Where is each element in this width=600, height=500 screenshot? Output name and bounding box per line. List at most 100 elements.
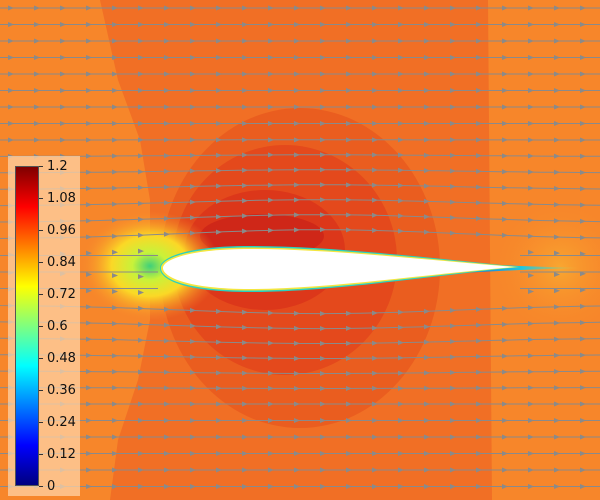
streamline-arrow bbox=[346, 152, 352, 158]
streamline-arrow bbox=[34, 88, 40, 93]
stagnation-region bbox=[80, 211, 220, 321]
streamline-arrow bbox=[8, 137, 14, 143]
streamline-arrow bbox=[86, 185, 92, 191]
streamline-arrow bbox=[424, 137, 430, 143]
streamline-arrow bbox=[398, 121, 404, 126]
streamline-arrow bbox=[476, 22, 482, 27]
streamline-arrow bbox=[190, 121, 196, 126]
streamline-arrow bbox=[112, 353, 118, 359]
streamline-arrow bbox=[86, 484, 92, 489]
streamline-arrow bbox=[502, 55, 508, 60]
streamline-arrow bbox=[86, 434, 92, 440]
streamline-arrow bbox=[86, 418, 92, 423]
streamline-arrow bbox=[138, 305, 144, 311]
streamline-arrow bbox=[346, 434, 352, 440]
streamline-arrow bbox=[294, 55, 300, 60]
streamline-arrow bbox=[398, 55, 404, 60]
streamline-arrow bbox=[346, 182, 352, 188]
streamline-arrow bbox=[242, 355, 248, 361]
streamline-arrow bbox=[242, 467, 248, 473]
streamline-arrow bbox=[554, 104, 560, 110]
streamline-arrow bbox=[450, 323, 456, 329]
streamline-arrow bbox=[476, 434, 482, 440]
streamline-arrow bbox=[60, 88, 66, 93]
streamline-arrow bbox=[398, 137, 404, 143]
streamline-arrow bbox=[476, 104, 482, 110]
streamline-arrow bbox=[242, 167, 248, 173]
streamline-arrow bbox=[268, 38, 274, 44]
streamline-arrow bbox=[86, 169, 92, 175]
streamline-arrow bbox=[346, 104, 352, 110]
streamline-arrow bbox=[502, 385, 508, 391]
streamline-arrow bbox=[346, 451, 352, 456]
streamline-arrow bbox=[294, 355, 300, 361]
colorbar-tick bbox=[39, 326, 43, 327]
streamline-arrow bbox=[268, 340, 274, 346]
streamline-arrow bbox=[476, 137, 482, 143]
streamline-arrow bbox=[372, 484, 378, 489]
colorbar-label: 0.48 bbox=[47, 351, 76, 366]
streamline-arrow bbox=[424, 467, 430, 473]
streamline-arrow bbox=[164, 484, 170, 489]
colorbar-label: 0.84 bbox=[47, 255, 76, 270]
streamline-arrow bbox=[294, 121, 300, 126]
streamline-arrow bbox=[528, 289, 534, 295]
streamline-arrow bbox=[294, 137, 300, 143]
colorbar-label: 1.08 bbox=[47, 191, 76, 206]
streamline-arrow bbox=[476, 484, 482, 489]
streamline-arrow bbox=[320, 418, 326, 423]
streamline-arrow bbox=[580, 186, 586, 192]
streamline-arrow bbox=[138, 71, 144, 77]
streamline-arrow bbox=[580, 38, 586, 44]
streamline-arrow bbox=[528, 369, 534, 375]
streamline-arrow bbox=[190, 467, 196, 473]
streamline-arrow bbox=[424, 22, 430, 27]
streamline-arrow bbox=[112, 434, 118, 440]
streamline-arrow bbox=[424, 339, 430, 345]
streamline-arrow bbox=[554, 304, 560, 310]
streamline-arrow bbox=[216, 198, 222, 204]
streamline-arrow bbox=[268, 401, 274, 407]
streamline-arrow bbox=[320, 104, 326, 110]
streamline-arrow bbox=[320, 311, 326, 317]
streamline-arrow bbox=[190, 199, 196, 205]
streamline-arrow bbox=[216, 308, 222, 314]
streamline-arrow bbox=[190, 385, 196, 391]
streamline-arrow bbox=[138, 88, 144, 93]
streamline-arrow bbox=[216, 370, 222, 376]
streamline-arrow bbox=[424, 451, 430, 456]
streamline-arrow bbox=[86, 369, 92, 375]
streamline-arrow bbox=[112, 289, 118, 295]
streamline-arrow bbox=[268, 418, 274, 423]
streamline-arrow bbox=[242, 55, 248, 60]
streamline-arrow bbox=[268, 137, 274, 143]
streamline-arrow bbox=[476, 200, 482, 206]
streamline-arrow bbox=[372, 197, 378, 203]
streamline-arrow bbox=[528, 434, 534, 440]
streamline-arrow bbox=[216, 385, 222, 391]
streamline-arrow bbox=[190, 55, 196, 60]
streamline-arrow bbox=[398, 5, 404, 11]
streamline-arrow bbox=[398, 104, 404, 110]
streamline-arrow bbox=[112, 22, 118, 27]
streamline-arrow bbox=[8, 38, 14, 44]
streamline-arrow bbox=[216, 401, 222, 407]
streamline-arrow bbox=[112, 104, 118, 110]
streamline-arrow bbox=[398, 401, 404, 407]
streamline-arrow bbox=[112, 337, 118, 343]
streamline-arrow bbox=[60, 71, 66, 77]
streamline-arrow bbox=[320, 341, 326, 347]
streamline-arrow bbox=[528, 401, 534, 407]
streamline-arrow bbox=[242, 418, 248, 423]
streamline-arrow bbox=[450, 184, 456, 190]
streamline-arrow bbox=[164, 338, 170, 344]
streamline-arrow bbox=[60, 5, 66, 11]
streamline-arrow bbox=[268, 467, 274, 473]
streamline-arrow bbox=[86, 250, 92, 256]
streamline-arrow bbox=[398, 88, 404, 93]
streamline-arrow bbox=[580, 55, 586, 60]
streamline-arrow bbox=[268, 227, 274, 233]
streamline-arrow bbox=[528, 217, 534, 223]
streamline-arrow bbox=[476, 338, 482, 344]
streamline-arrow bbox=[502, 401, 508, 407]
